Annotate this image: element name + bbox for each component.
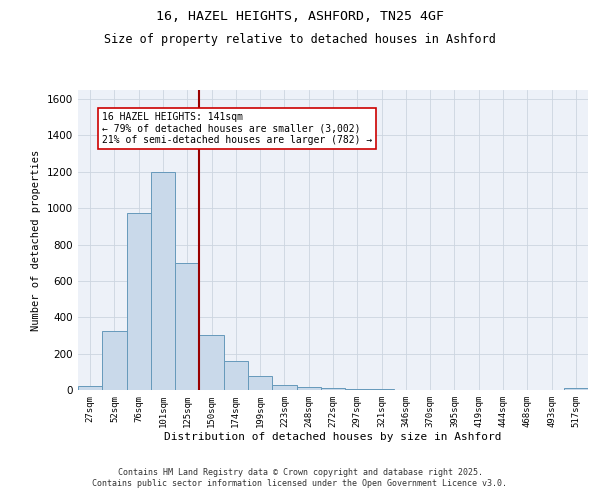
Bar: [564, 388, 588, 390]
Bar: [296, 388, 321, 390]
Bar: [127, 212, 151, 390]
Text: Size of property relative to detached houses in Ashford: Size of property relative to detached ho…: [104, 32, 496, 46]
Bar: [151, 172, 175, 390]
Bar: [199, 336, 224, 390]
Y-axis label: Number of detached properties: Number of detached properties: [31, 150, 41, 330]
Bar: [272, 386, 296, 390]
Bar: [248, 376, 272, 390]
Text: 16 HAZEL HEIGHTS: 141sqm
← 79% of detached houses are smaller (3,002)
21% of sem: 16 HAZEL HEIGHTS: 141sqm ← 79% of detach…: [102, 112, 373, 145]
Bar: [224, 361, 248, 390]
Bar: [345, 389, 370, 390]
Bar: [175, 262, 199, 390]
Text: Distribution of detached houses by size in Ashford: Distribution of detached houses by size …: [164, 432, 502, 442]
Bar: [102, 331, 127, 390]
Text: Contains HM Land Registry data © Crown copyright and database right 2025.
Contai: Contains HM Land Registry data © Crown c…: [92, 468, 508, 487]
Bar: [78, 386, 102, 390]
Text: 16, HAZEL HEIGHTS, ASHFORD, TN25 4GF: 16, HAZEL HEIGHTS, ASHFORD, TN25 4GF: [156, 10, 444, 23]
Bar: [321, 388, 345, 390]
